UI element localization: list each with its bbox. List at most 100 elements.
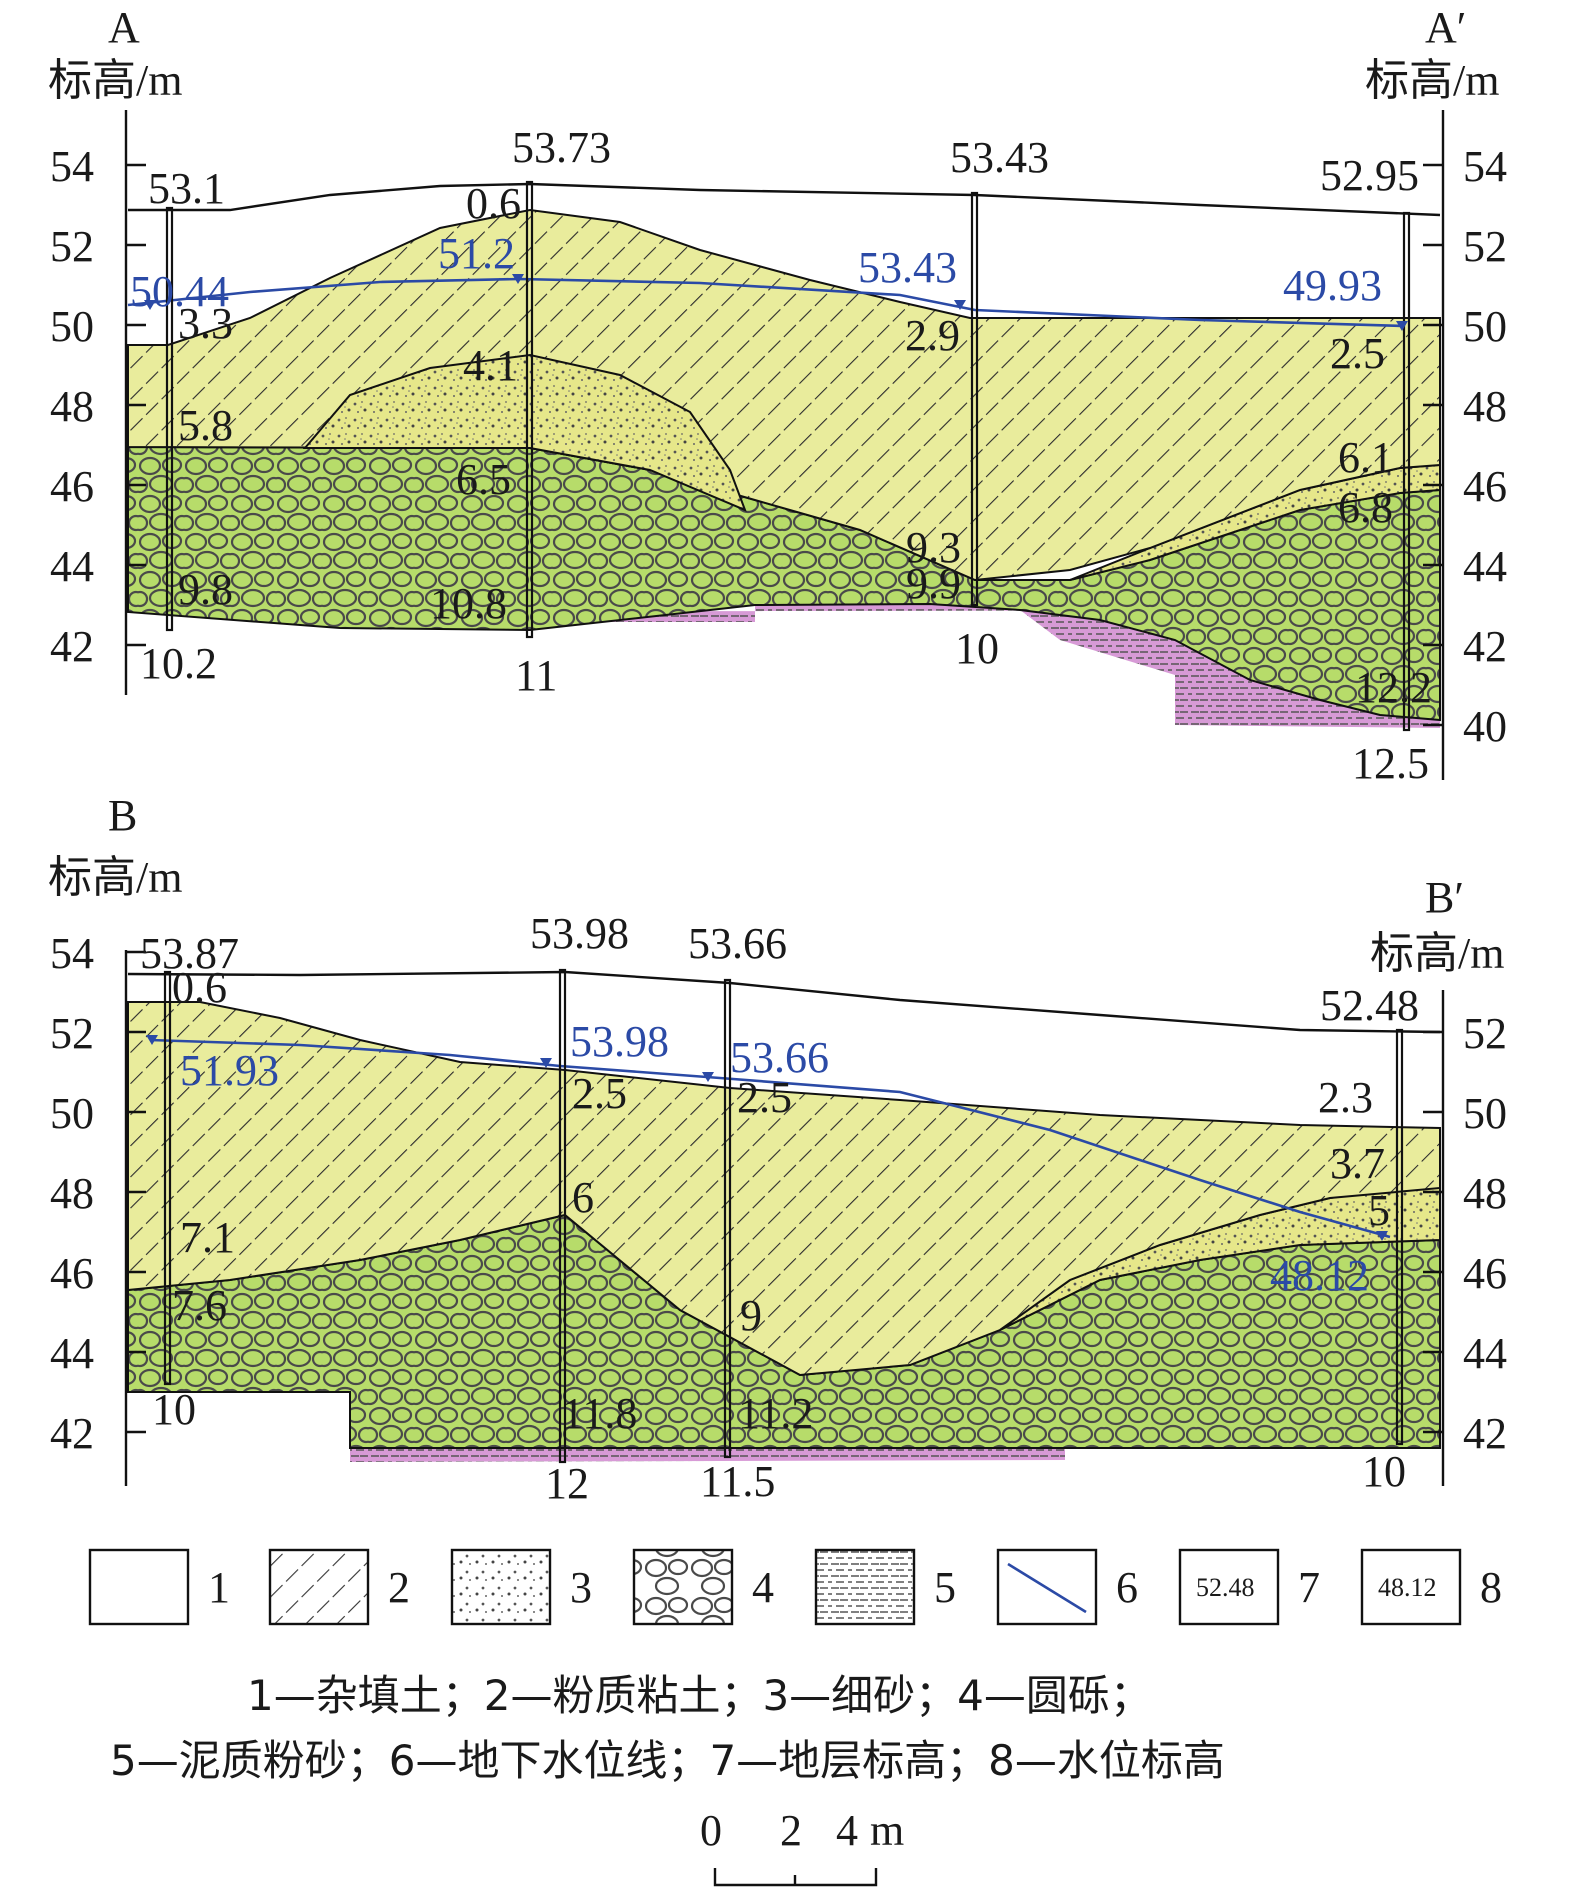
section-a-sand-lens: [302, 353, 747, 512]
section-a-left-tick-labels: 54 52 50 48 46 44 42: [50, 142, 94, 671]
section-b-water-table: [149, 1038, 1391, 1239]
section-a-water-markers: [144, 274, 1408, 331]
svg-text:6.1: 6.1: [1338, 433, 1393, 482]
section-a-right-axis-label: 标高/m: [1365, 56, 1499, 105]
svg-text:46: 46: [1463, 462, 1507, 511]
legend-swatch-3: [450, 1548, 552, 1626]
section-a-right-axis: [1423, 110, 1445, 780]
svg-text:12: 12: [545, 1459, 589, 1508]
section-b-depth-labels: 53.87 53.98 53.66 52.48 0.6 7.1 7.6 10 2…: [140, 909, 1419, 1508]
svg-text:9.9: 9.9: [906, 559, 961, 608]
svg-text:51.93: 51.93: [180, 1046, 279, 1095]
section-a-water-table: [127, 277, 1406, 328]
svg-text:50: 50: [1463, 302, 1507, 351]
svg-text:44: 44: [1463, 542, 1507, 591]
svg-text:52: 52: [50, 1009, 94, 1058]
svg-text:42: 42: [50, 1409, 94, 1458]
scale-tick-2: 2: [780, 1806, 802, 1855]
section-a-left-axis: [124, 110, 146, 695]
svg-text:53.43: 53.43: [950, 133, 1049, 182]
svg-text:11.2: 11.2: [738, 1389, 813, 1438]
section-b-right-axis-label: 标高/m: [1370, 929, 1504, 978]
svg-text:44: 44: [50, 542, 94, 591]
section-b-boreholes: [163, 968, 1404, 1464]
section-b: B 标高/m B′ 标高/m 54 52 50 48 46 44 42 52 5…: [48, 791, 1507, 1508]
section-a-clay-layer: [127, 208, 1441, 582]
svg-text:3.7: 3.7: [1330, 1139, 1385, 1188]
legend-num-6: 6: [1116, 1563, 1138, 1612]
svg-text:46: 46: [50, 462, 94, 511]
svg-text:0.6: 0.6: [466, 179, 521, 228]
svg-text:10.8: 10.8: [430, 579, 507, 628]
svg-text:48: 48: [50, 1169, 94, 1218]
section-a-left-axis-label: 标高/m: [48, 56, 182, 105]
legend-swatch-7: [1178, 1548, 1280, 1626]
svg-text:48.12: 48.12: [1270, 1251, 1369, 1300]
section-b-left-tick-labels: 54 52 50 48 46 44 42: [50, 929, 94, 1458]
svg-text:52.48: 52.48: [1320, 981, 1419, 1030]
legend-swatch-8: [1360, 1548, 1462, 1626]
svg-text:11: 11: [515, 651, 557, 700]
svg-text:2.5: 2.5: [737, 1073, 792, 1122]
svg-text:9.8: 9.8: [178, 565, 233, 614]
section-a: A 标高/m A′ 标高/m 54 52 50 48 46 44 42 54 5…: [48, 3, 1507, 788]
svg-text:52.95: 52.95: [1320, 151, 1419, 200]
svg-text:52: 52: [1463, 1009, 1507, 1058]
legend-box-8-value: 48.12: [1378, 1573, 1437, 1602]
svg-text:40: 40: [1463, 702, 1507, 751]
legend-swatch-1: [88, 1548, 190, 1626]
svg-text:44: 44: [1463, 1329, 1507, 1378]
svg-text:46: 46: [50, 1249, 94, 1298]
section-a-start-letter: A: [108, 3, 140, 52]
svg-text:42: 42: [1463, 622, 1507, 671]
svg-text:42: 42: [50, 622, 94, 671]
svg-text:54: 54: [1463, 142, 1507, 191]
svg-text:11.8: 11.8: [562, 1389, 637, 1438]
svg-text:48: 48: [50, 382, 94, 431]
legend-num-2: 2: [388, 1563, 410, 1612]
svg-text:50: 50: [50, 1089, 94, 1138]
svg-text:2.3: 2.3: [1318, 1073, 1373, 1122]
svg-text:48: 48: [1463, 382, 1507, 431]
section-b-water-markers: [146, 1035, 1388, 1241]
svg-text:53.66: 53.66: [730, 1033, 829, 1082]
svg-text:11.5: 11.5: [700, 1457, 775, 1506]
svg-text:54: 54: [50, 142, 94, 191]
section-b-silt-layer: [350, 1448, 1065, 1462]
section-b-clay-layer: [127, 1001, 1441, 1377]
legend-num-3: 3: [570, 1563, 592, 1612]
caption-line-2: 5—泥质粉砂；6—地下水位线；7—地层标高；8—水位标高: [110, 1736, 1225, 1785]
svg-text:10: 10: [152, 1385, 196, 1434]
section-a-depth-labels: 53.1 53.73 53.43 52.95 0.6 3.3 5.8 9.8 1…: [140, 123, 1432, 788]
section-a-right-tick-labels: 54 52 50 48 46 44 42 40: [1463, 142, 1507, 751]
caption-line-1: 1—杂填土；2—粉质粘土；3—细砂；4—圆砾；: [247, 1671, 1152, 1720]
section-b-right-axis: [1423, 990, 1445, 1486]
svg-text:53.98: 53.98: [530, 909, 629, 958]
svg-text:2.5: 2.5: [1330, 329, 1385, 378]
svg-text:53.98: 53.98: [570, 1017, 669, 1066]
legend: 1 2 3 4 5 6 52.48 7 48.12 8: [88, 1548, 1502, 1626]
svg-text:10.2: 10.2: [140, 639, 217, 688]
svg-text:3.3: 3.3: [178, 299, 233, 348]
legend-swatch-2: [268, 1548, 370, 1626]
section-b-water-labels: 51.93 53.98 53.66 48.12: [180, 1017, 1369, 1300]
legend-num-8: 8: [1480, 1563, 1502, 1612]
legend-swatch-5: [814, 1548, 916, 1626]
svg-text:6.8: 6.8: [1338, 483, 1393, 532]
svg-text:4.1: 4.1: [463, 341, 518, 390]
svg-text:5: 5: [1368, 1186, 1390, 1235]
svg-text:52: 52: [50, 222, 94, 271]
legend-num-5: 5: [934, 1563, 956, 1612]
svg-text:50: 50: [50, 302, 94, 351]
svg-text:2.5: 2.5: [572, 1069, 627, 1118]
svg-text:53.43: 53.43: [858, 243, 957, 292]
legend-num-7: 7: [1298, 1563, 1320, 1612]
section-a-water-labels: 50.44 51.2 53.43 49.93: [130, 229, 1382, 316]
section-b-right-tick-labels: 52 50 48 46 44 42: [1463, 1009, 1507, 1458]
svg-text:6: 6: [572, 1173, 594, 1222]
legend-caption: 1—杂填土；2—粉质粘土；3—细砂；4—圆砾； 5—泥质粉砂；6—地下水位线；7…: [110, 1671, 1225, 1785]
svg-text:54: 54: [50, 929, 94, 978]
svg-text:53.73: 53.73: [512, 123, 611, 172]
svg-text:6.5: 6.5: [456, 455, 511, 504]
svg-text:7.1: 7.1: [180, 1213, 235, 1262]
